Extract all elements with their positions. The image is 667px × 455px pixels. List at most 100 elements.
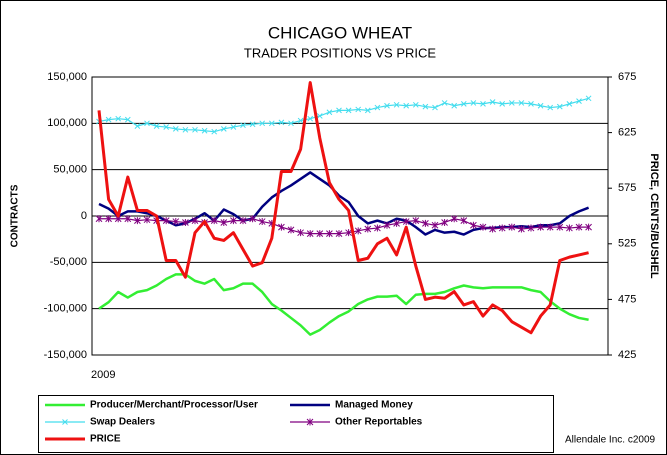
marker — [316, 230, 324, 238]
x-tick-label: 2009 — [91, 369, 115, 381]
marker — [556, 223, 564, 231]
marker — [441, 218, 448, 226]
y-tick-label: 50,000 — [53, 164, 87, 176]
marker — [441, 100, 448, 106]
y2-tick-label: 475 — [618, 293, 636, 305]
marker — [278, 223, 285, 231]
marker — [518, 225, 525, 233]
marker — [556, 103, 563, 110]
marker — [422, 219, 429, 227]
series-line — [98, 97, 589, 133]
marker — [220, 126, 227, 132]
marker — [259, 120, 266, 127]
marker — [162, 217, 170, 225]
marker — [527, 224, 535, 232]
marker — [249, 121, 256, 128]
y-tick-label: -150,000 — [44, 349, 87, 361]
marker — [470, 100, 477, 106]
series-line — [98, 273, 589, 336]
marker — [124, 116, 131, 123]
marker — [508, 223, 516, 231]
series-line — [97, 81, 589, 335]
legend-marker — [306, 418, 314, 426]
marker — [230, 124, 237, 130]
marker — [297, 117, 304, 124]
marker — [182, 218, 189, 226]
marker — [566, 101, 573, 107]
y-tick-label: -50,000 — [50, 256, 87, 268]
marker — [105, 215, 112, 223]
marker — [134, 123, 141, 129]
series-line — [99, 218, 589, 235]
y-tick-label: -100,000 — [44, 303, 87, 315]
marker — [230, 217, 237, 225]
marker — [402, 218, 410, 226]
y2-tick-label: 625 — [618, 127, 636, 139]
marker — [143, 216, 151, 224]
marker — [192, 126, 198, 133]
y2-tick-label: 675 — [618, 71, 636, 83]
marker — [508, 100, 515, 106]
y-tick-label: 150,000 — [47, 71, 87, 83]
y-tick-label: 0 — [81, 210, 87, 222]
marker — [460, 101, 467, 107]
legend-label: PRICE — [90, 434, 121, 445]
marker — [163, 124, 170, 130]
marker — [268, 120, 275, 127]
marker — [288, 120, 294, 127]
marker — [287, 226, 295, 234]
marker — [499, 101, 506, 107]
marker — [585, 95, 592, 102]
marker — [566, 224, 573, 232]
y-tick-label: 100,000 — [47, 117, 87, 129]
chart-title: CHICAGO WHEAT — [268, 23, 412, 42]
marker — [144, 120, 150, 127]
marker — [518, 100, 525, 106]
marker — [239, 217, 247, 225]
marker — [115, 115, 122, 122]
marker — [374, 224, 381, 232]
annotation: Allendale Inc. c2009 — [565, 435, 656, 446]
marker — [258, 218, 266, 226]
marker — [450, 215, 458, 223]
marker — [345, 107, 352, 114]
legend-label: Other Reportables — [335, 417, 423, 428]
marker — [383, 221, 391, 229]
marker — [422, 103, 429, 110]
marker — [336, 107, 342, 114]
marker — [460, 217, 468, 225]
marker — [451, 102, 458, 109]
legend-label: Managed Money — [335, 400, 413, 411]
marker — [105, 116, 112, 123]
marker — [278, 119, 285, 126]
marker — [316, 113, 323, 119]
marker — [326, 230, 333, 238]
y2-tick-label: 575 — [618, 182, 636, 194]
marker — [431, 221, 439, 229]
marker — [489, 99, 496, 105]
marker — [364, 225, 372, 233]
marker — [432, 104, 438, 111]
y2-tick-label: 425 — [618, 349, 636, 361]
marker — [182, 126, 189, 133]
marker — [249, 215, 256, 223]
marker — [335, 230, 343, 238]
legend-label: Producer/Merchant/Processor/User — [90, 400, 258, 411]
marker — [412, 217, 420, 225]
marker — [547, 104, 554, 111]
marker — [528, 101, 534, 107]
chart-subtitle: TRADER POSITIONS VS PRICE — [244, 45, 436, 60]
marker — [393, 101, 400, 108]
marker — [306, 230, 314, 238]
marker — [470, 221, 477, 229]
marker — [537, 102, 544, 109]
marker — [240, 122, 246, 129]
marker — [153, 123, 160, 129]
y2-tick-label: 525 — [618, 238, 636, 250]
marker — [374, 104, 381, 111]
marker — [220, 218, 228, 226]
marker — [498, 224, 506, 232]
marker — [326, 109, 333, 116]
marker — [537, 223, 544, 231]
